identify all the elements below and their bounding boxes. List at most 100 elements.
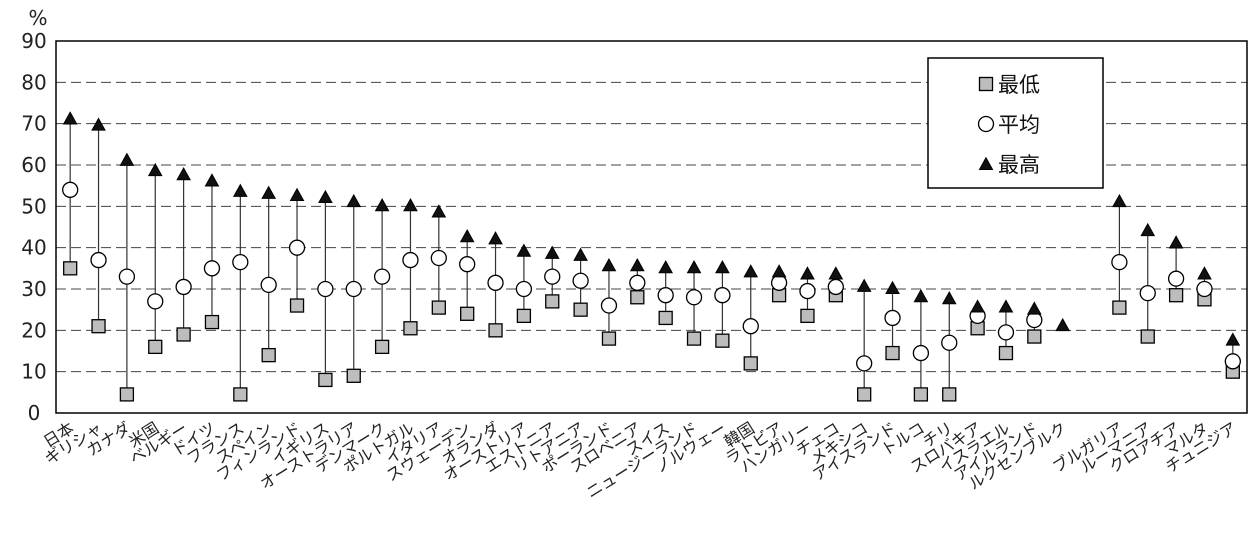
legend-min-marker [978, 76, 994, 92]
min-marker [942, 387, 957, 402]
min-marker [658, 310, 673, 326]
min-marker [289, 298, 305, 313]
x-axis-labels: 日本ギリシャカナダ米国ベルギードイツフランススペインフィンランドイギリスオースト… [40, 418, 1240, 502]
y-unit-label: % [28, 6, 47, 30]
y-tick-label: 20 [21, 318, 46, 342]
legend-avg-marker [977, 115, 995, 133]
avg-marker [118, 268, 136, 285]
avg-marker [147, 293, 164, 310]
legend-min-label: 最低 [998, 73, 1040, 97]
max-marker [800, 266, 815, 280]
min-marker [488, 323, 503, 338]
y-tick-label: 0 [28, 401, 41, 425]
min-marker [743, 356, 758, 371]
max-marker [119, 152, 135, 166]
min-marker [1168, 288, 1184, 303]
max-marker [573, 247, 588, 261]
y-tick-label: 50 [21, 194, 46, 218]
min-marker [1027, 329, 1042, 344]
min-marker [800, 308, 815, 324]
avg-marker [600, 297, 618, 314]
min-marker [857, 387, 872, 402]
max-marker [488, 231, 503, 245]
avg-marker [260, 276, 277, 294]
max-marker [658, 260, 674, 274]
min-marker [1112, 300, 1127, 315]
avg-marker [1167, 270, 1185, 287]
y-tick-label: 90 [21, 29, 46, 53]
avg-marker [629, 274, 646, 291]
min-marker [148, 339, 163, 355]
max-marker [970, 299, 985, 313]
avg-marker [884, 309, 901, 327]
avg-marker [572, 272, 589, 289]
min-marker [204, 314, 220, 330]
avg-marker [997, 324, 1015, 341]
avg-marker [90, 251, 107, 269]
avg-marker [799, 282, 816, 300]
min-marker [63, 261, 78, 276]
avg-marker [487, 274, 504, 291]
avg-marker [373, 268, 391, 285]
avg-marker [657, 287, 674, 304]
max-marker [516, 243, 532, 257]
avg-marker [430, 249, 447, 267]
max-marker [1140, 222, 1156, 237]
avg-marker [62, 181, 79, 198]
max-marker [885, 280, 900, 294]
max-marker [289, 187, 305, 201]
max-marker [913, 288, 929, 303]
y-tick-label: 10 [21, 360, 46, 384]
max-marker [1225, 332, 1241, 346]
min-marker [374, 339, 390, 355]
min-marker [403, 321, 418, 336]
max-marker [1112, 193, 1127, 208]
avg-marker [288, 239, 306, 256]
max-marker [62, 111, 78, 125]
plot-area [55, 40, 1248, 414]
min-marker [601, 331, 617, 346]
y-tick-label: 80 [21, 70, 46, 94]
avg-marker [912, 344, 930, 362]
data-markers [62, 111, 1241, 402]
max-marker [91, 117, 106, 131]
legend-box [927, 57, 1104, 189]
legend-max-marker [978, 156, 994, 170]
max-marker [828, 266, 844, 280]
min-marker [318, 372, 333, 388]
max-marker [459, 229, 475, 243]
y-tick-label: 40 [21, 236, 46, 260]
max-marker [998, 299, 1014, 313]
max-marker [1168, 235, 1184, 249]
max-marker [318, 189, 333, 204]
avg-marker [1196, 280, 1213, 298]
avg-marker [232, 253, 249, 271]
min-marker [715, 333, 730, 348]
max-marker [1197, 266, 1212, 280]
max-marker [261, 185, 277, 199]
avg-marker [685, 289, 703, 306]
avg-marker [317, 280, 334, 298]
avg-marker [770, 274, 788, 291]
max-marker [743, 264, 759, 278]
max-marker [715, 260, 730, 274]
avg-marker [941, 334, 958, 351]
avg-marker [175, 278, 192, 296]
avg-marker [1111, 253, 1128, 271]
max-marker [374, 198, 390, 212]
min-marker [1140, 329, 1155, 344]
min-marker [261, 347, 276, 363]
min-marker [686, 331, 702, 346]
max-marker [403, 198, 418, 212]
max-marker [204, 173, 220, 187]
avg-marker [203, 260, 221, 277]
avg-marker [544, 268, 561, 285]
legend-avg-label: 平均 [998, 113, 1040, 137]
min-marker [516, 308, 532, 324]
avg-marker [856, 355, 873, 372]
max-marker [686, 260, 702, 274]
avg-marker [1224, 353, 1241, 370]
max-marker [771, 264, 787, 278]
avg-marker [515, 280, 533, 298]
